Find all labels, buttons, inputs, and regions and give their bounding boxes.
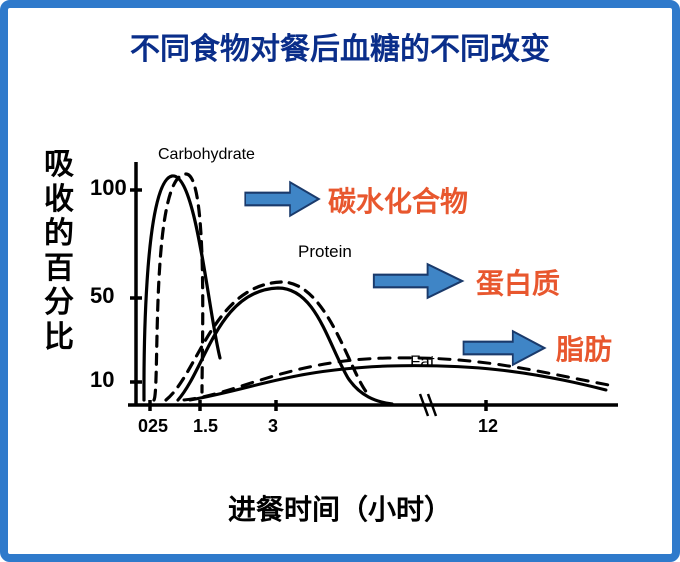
label-fat-cn: 脂肪 [556,328,612,368]
y-tick-10: 10 [90,367,114,393]
chart-card: 不同食物对餐后血糖的不同改变 吸收的百分比 100 50 10 025 1.5 … [0,0,680,562]
label-protein-en: Protein [298,242,352,262]
label-carbohydrate-cn: 碳水化合物 [328,180,468,220]
label-protein-cn: 蛋白质 [476,262,560,302]
y-tick-100: 100 [90,175,127,201]
chart-title: 不同食物对餐后血糖的不同改变 [8,24,672,68]
y-axis-label: 吸收的百分比 [42,148,76,355]
y-tick-50: 50 [90,283,114,309]
label-fat-en: Fat [410,352,435,372]
label-carbohydrate-en: Carbohydrate [158,146,255,164]
x-axis-label: 进餐时间（小时） [8,488,672,528]
